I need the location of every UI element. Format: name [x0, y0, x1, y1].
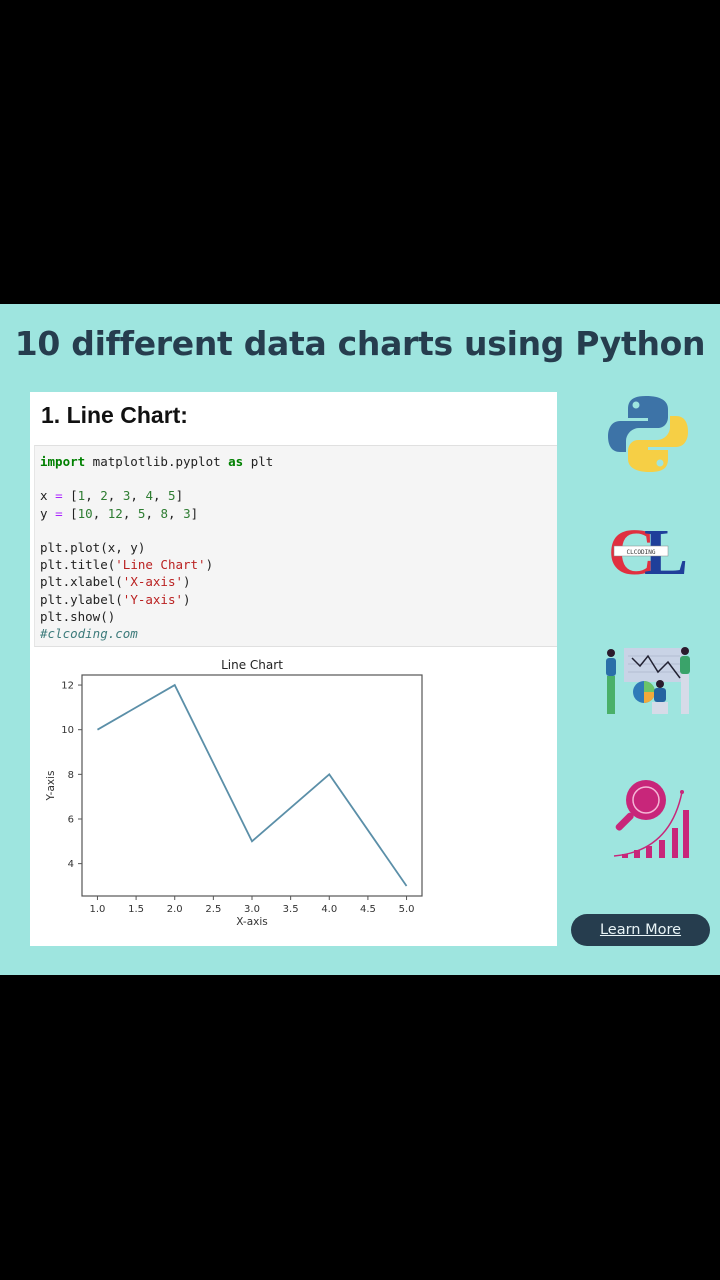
y-tick-label: 6	[68, 814, 74, 825]
svg-text:CLCODING: CLCODING	[627, 549, 656, 556]
x-tick-label: 1.5	[128, 904, 144, 915]
clcoding-logo-icon: C L CLCODING	[608, 516, 694, 589]
code-line: import matplotlib.pyplot as plt	[40, 454, 274, 469]
y-tick-label: 10	[61, 725, 74, 736]
code-line: plt.xlabel('X-axis')	[40, 574, 191, 590]
chart-canvas: Line Chart 1.0 1.5 2.0 2.5 3.0 3.5 4.0 4.5 5.0 4 6 8…	[45, 658, 423, 928]
y-tick-label: 4	[68, 859, 74, 870]
x-axis-label: X-axis	[236, 916, 268, 928]
line-chart: Line Chart 1.0 1.5 2.0 2.5 3.0 3.5 4.0 4.5 5.0 4 6 8…	[30, 654, 557, 946]
code-line: #clcoding.com	[40, 625, 138, 641]
code-line: y = [10, 12, 5, 8, 3]	[40, 505, 199, 521]
x-tick-label: 4.0	[321, 904, 337, 915]
code-line: plt.plot(x, y)	[40, 539, 146, 555]
x-tick-label: 3.5	[283, 904, 299, 915]
y-tick-label: 8	[68, 770, 74, 781]
y-tick-label: 12	[61, 681, 74, 692]
x-tick-label: 1.0	[90, 904, 106, 915]
page-title: 10 different data charts using Python	[14, 324, 706, 363]
data-team-illustration-icon	[600, 644, 700, 724]
promo-panel: 10 different data charts using Python 1.…	[0, 304, 720, 975]
learn-more-button[interactable]: Learn More	[571, 914, 710, 946]
code-line: plt.ylabel('Y-axis')	[40, 591, 191, 607]
code-line: x = [1, 2, 3, 4, 5]	[40, 488, 184, 504]
python-logo-icon	[606, 392, 690, 476]
code-block: import matplotlib.pyplot as plt x = [1, …	[34, 445, 557, 647]
content-card: 1. Line Chart: import matplotlib.pyplot …	[30, 392, 557, 946]
x-tick-label: 4.5	[360, 904, 376, 915]
section-title: 1. Line Chart:	[41, 402, 188, 428]
code-line	[40, 470, 557, 487]
x-tick-label: 2.0	[167, 904, 183, 915]
x-tick-label: 3.0	[244, 904, 260, 915]
code-line: plt.show()	[40, 608, 116, 624]
code-line: plt.title('Line Chart')	[40, 557, 214, 573]
x-tick-label: 5.0	[399, 904, 415, 915]
line-series	[97, 683, 408, 887]
analytics-magnifier-icon	[610, 776, 694, 862]
chart-title: Line Chart	[221, 658, 283, 672]
code-line	[40, 522, 557, 539]
y-axis-label: Y-axis	[45, 771, 57, 802]
x-tick-label: 2.5	[205, 904, 221, 915]
